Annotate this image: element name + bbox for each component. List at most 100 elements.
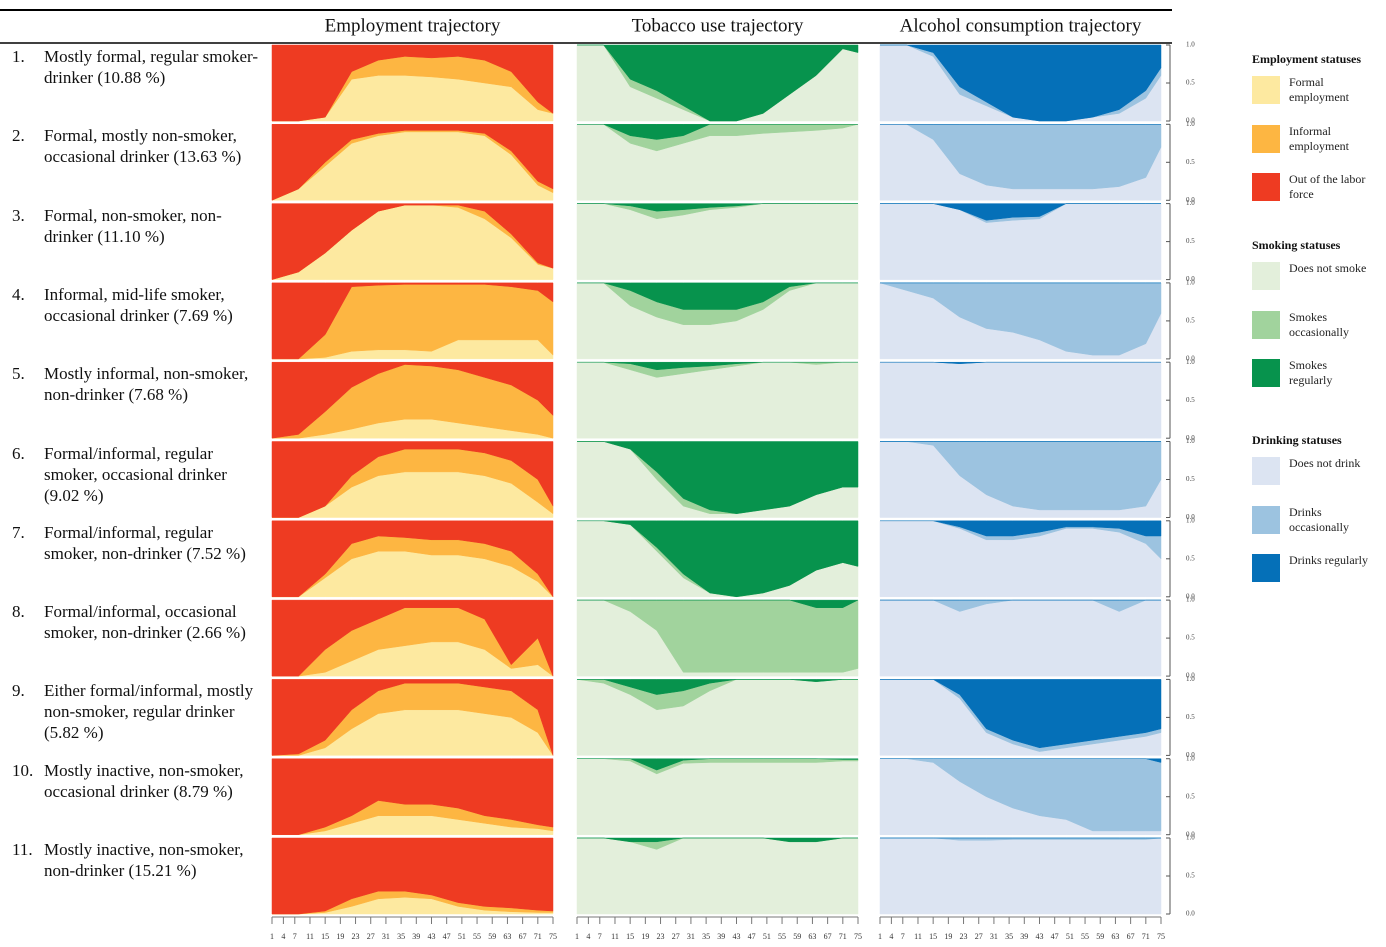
cluster-number: 7.	[12, 522, 25, 542]
cluster-label: Informal, mid-life smoker, occasional dr…	[44, 284, 266, 326]
legend-label: Informal employment	[1289, 123, 1349, 153]
x-tick-label: 7	[901, 932, 905, 941]
cluster-label: Mostly informal, non-smoker, non-drinker…	[44, 363, 266, 405]
x-tick-label: 31	[687, 932, 695, 941]
state-area	[880, 520, 1162, 537]
x-tick-label: 11	[914, 932, 922, 941]
x-tick-label: 15	[321, 932, 329, 941]
x-tick-label: 27	[672, 932, 680, 941]
y-tick-label: 1.0	[1186, 41, 1195, 49]
y-tick-label: 0.5	[1186, 713, 1195, 721]
column-title: Alcohol consumption trajectory	[900, 15, 1142, 36]
cluster-label: Mostly inactive, non-smoker, occasional …	[44, 760, 266, 802]
x-tick-label: 1	[878, 932, 882, 941]
x-tick-label: 23	[352, 932, 360, 941]
legend-swatch	[1252, 124, 1280, 153]
x-tick-label: 67	[519, 932, 527, 941]
cluster-name: Formal/informal, regular smoker, occasio…	[44, 443, 227, 484]
x-tick-label: 19	[641, 932, 649, 941]
x-tick-label: 59	[488, 932, 496, 941]
cluster-share: (9.02 %)	[44, 485, 104, 505]
cluster-share: (15.21 %)	[128, 861, 197, 880]
column-title: Tobacco use trajectory	[632, 15, 804, 36]
x-tick-label: 31	[382, 932, 390, 941]
state-area	[576, 758, 859, 835]
y-tick-label: 1.0	[1186, 834, 1195, 842]
state-area	[577, 361, 858, 371]
y-tick-label: 0.5	[1186, 317, 1195, 325]
x-tick-label: 27	[975, 932, 983, 941]
state-area	[577, 441, 859, 514]
legend-swatch	[1252, 76, 1280, 104]
y-tick-label: 0.0	[1186, 355, 1195, 363]
legend-swatch	[1252, 505, 1280, 534]
state-area	[577, 520, 859, 598]
x-tick-label: 55	[473, 932, 481, 941]
legend-title: Smoking statuses	[1252, 238, 1341, 252]
y-tick-label: 1.0	[1186, 596, 1195, 604]
state-area	[880, 203, 1161, 221]
x-tick-label: 47	[748, 932, 756, 941]
y-tick-label: 0.0	[1186, 592, 1195, 600]
cluster-number: 10.	[12, 760, 34, 780]
cluster-number: 5.	[12, 364, 25, 384]
x-tick-label: 39	[1020, 932, 1028, 941]
state-area	[577, 282, 858, 310]
x-tick-label: 75	[549, 932, 557, 941]
x-tick-label: 27	[367, 932, 375, 941]
x-tick-label: 11	[306, 932, 314, 941]
y-tick-label: 1.0	[1186, 358, 1195, 366]
x-tick-label: 67	[1127, 932, 1135, 941]
state-area	[271, 599, 554, 677]
state-area	[576, 203, 859, 280]
cluster-share: (7.69 %)	[173, 305, 233, 325]
x-tick-label: 55	[1081, 932, 1089, 941]
state-area	[577, 124, 858, 140]
x-tick-label: 51	[763, 932, 771, 941]
x-tick-label: 7	[293, 932, 297, 941]
x-tick-label: 4	[889, 932, 893, 941]
state-area	[880, 679, 1162, 749]
x-tick-label: 35	[397, 932, 405, 941]
state-area	[271, 44, 554, 122]
cluster-share: (5.82 %)	[44, 723, 104, 743]
cluster-label: Formal/informal, regular smoker, occasio…	[44, 443, 266, 506]
x-tick-label: 15	[626, 932, 634, 941]
x-tick-label: 35	[1005, 932, 1013, 941]
cluster-number: 8.	[12, 602, 25, 622]
x-tick-label: 4	[281, 932, 285, 941]
legend-swatch	[1252, 457, 1280, 485]
cluster-number: 11.	[12, 840, 33, 859]
legend-title: Employment statuses	[1252, 52, 1362, 66]
x-tick-label: 63	[1111, 932, 1119, 941]
state-area	[271, 282, 554, 360]
y-tick-label: 0.5	[1186, 634, 1195, 642]
cluster-number: 4.	[12, 284, 25, 304]
state-area	[577, 203, 858, 212]
state-area	[271, 441, 554, 518]
cluster-label: Mostly formal, regular smoker-drinker (1…	[44, 46, 266, 88]
y-tick-label: 0.5	[1186, 396, 1195, 404]
x-tick-label: 51	[458, 932, 466, 941]
x-tick-label: 71	[534, 932, 542, 941]
cluster-label: Either formal/informal, mostly non-smoke…	[44, 680, 266, 743]
y-tick-label: 0.0	[1186, 672, 1195, 680]
cluster-number: 1.	[12, 47, 25, 66]
cluster-name: Mostly informal, non-smoker, non-drinker	[44, 364, 249, 405]
y-tick-label: 0.0	[1186, 117, 1195, 125]
x-tick-label: 35	[702, 932, 710, 941]
y-tick-label: 0.0	[1186, 196, 1195, 204]
x-tick-label: 43	[427, 932, 435, 941]
x-tick-label: 59	[793, 932, 801, 941]
cluster-number: 2.	[12, 126, 25, 146]
cluster-share: (2.66 %)	[186, 623, 246, 643]
cluster-number: 3.	[12, 205, 25, 225]
x-tick-label: 47	[443, 932, 451, 941]
x-tick-label: 39	[412, 932, 420, 941]
legend-label: Drinks occasionally	[1289, 504, 1349, 534]
state-area	[271, 203, 554, 280]
x-tick-label: 63	[503, 932, 511, 941]
state-area	[271, 361, 554, 439]
x-tick-label: 59	[1096, 932, 1104, 941]
